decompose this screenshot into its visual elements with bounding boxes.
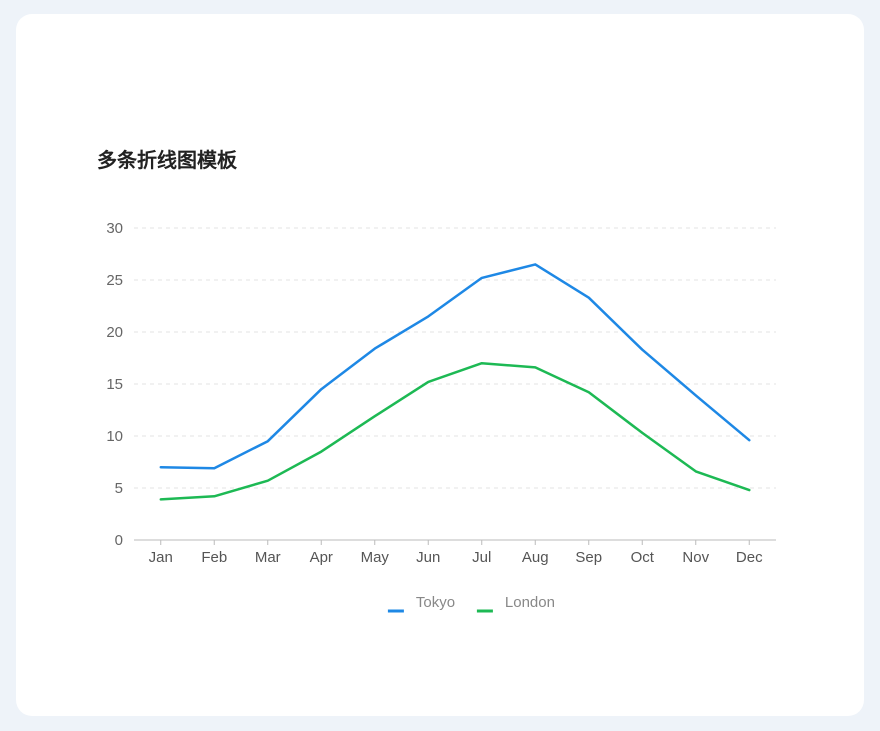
x-tick-label: Aug (522, 549, 549, 566)
y-tick-label: 20 (106, 324, 123, 341)
x-tick-label: Nov (682, 549, 709, 566)
y-tick-label: 25 (106, 272, 123, 289)
series-line-london (159, 361, 751, 501)
chart-card: 多条折线图模板 0 5 10 15 20 25 30 Jan Feb Mar Apr May Jun J… (16, 14, 864, 716)
x-tick-label: Apr (310, 549, 333, 566)
chart-title: 多条折线图模板 (97, 148, 237, 172)
legend[interactable]: Tokyo London (387, 594, 555, 613)
legend-label: Tokyo (416, 594, 455, 611)
legend-item-london[interactable]: London (476, 594, 555, 613)
y-tick-label: 30 (106, 220, 123, 237)
y-axis: 0 5 10 15 20 25 30 (106, 220, 123, 549)
y-tick-label: 10 (106, 428, 123, 445)
legend-item-tokyo[interactable]: Tokyo (387, 594, 455, 613)
series-line-tokyo (159, 263, 751, 470)
gridlines (134, 227, 776, 489)
legend-label: London (505, 594, 555, 611)
y-tick-label: 0 (115, 532, 123, 549)
x-axis: Jan Feb Mar Apr May Jun Jul Aug Sep Oct Nov Dec (134, 539, 776, 566)
x-tick-label: Dec (736, 549, 763, 566)
x-tick-label: Jun (416, 549, 440, 566)
y-tick-label: 5 (115, 480, 123, 497)
x-tick-label: Mar (255, 549, 281, 566)
x-tick-label: Feb (201, 549, 227, 566)
x-tick-label: May (361, 549, 390, 566)
x-tick-label: Jan (149, 549, 173, 566)
line-chart: 0 5 10 15 20 25 30 Jan Feb Mar Apr May Jun Jul Aug Sep… (106, 220, 776, 613)
series-lines (159, 263, 751, 501)
x-tick-label: Sep (575, 549, 602, 566)
x-tick-label: Jul (472, 549, 491, 566)
y-tick-label: 15 (106, 376, 123, 393)
x-tick-label: Oct (631, 549, 655, 566)
